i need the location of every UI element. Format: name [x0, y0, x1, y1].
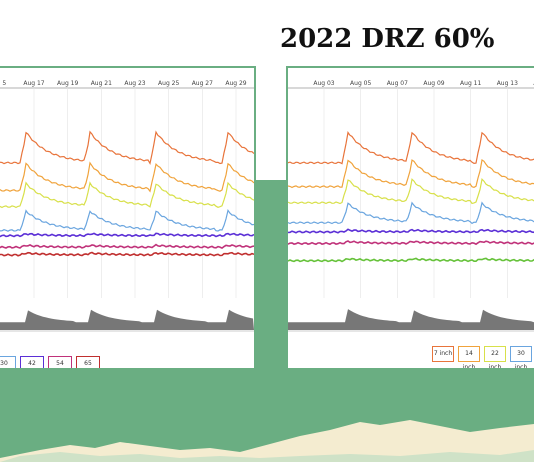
- precip-area: [0, 309, 254, 330]
- series-line-22-inch: [0, 181, 254, 209]
- title: 2022 DRZ 60%: [280, 24, 495, 54]
- legend-item-42-inch[interactable]: 42 inch: [20, 356, 44, 368]
- series-line-65-inch: [0, 251, 254, 257]
- chart-left-svg: Aug 17 Aug 19 Aug 21 Aug 23 Aug 25 Aug 27 Aug …: [0, 80, 254, 332]
- x-tick-label: Aug 09: [423, 80, 444, 87]
- x-tick-label: Aug 17: [23, 80, 44, 87]
- series-line-green: [288, 257, 534, 263]
- series-line-42-inch: [288, 228, 534, 234]
- x-tick-label: Aug 13: [497, 80, 518, 87]
- legend-item-65-inch[interactable]: 65 inch: [76, 356, 100, 368]
- x-tick-label: Aug 29: [225, 80, 246, 87]
- series-line-14-inch: [288, 159, 534, 189]
- x-tick-label: Aug 07: [387, 80, 408, 87]
- mountain-silhouette: [0, 420, 534, 462]
- x-tick-label: Aug 05: [350, 80, 371, 87]
- series-line-14-inch: [0, 161, 254, 193]
- legend-item-30-inch[interactable]: 30 inch: [510, 346, 532, 368]
- green-background-strip: [252, 180, 288, 370]
- series-line-54-inch: [288, 240, 534, 246]
- x-tick-label: Aug 27: [192, 80, 213, 87]
- series-line-22-inch: [288, 177, 534, 205]
- series-line-54-inch: [0, 243, 254, 250]
- x-tick-label: Aug 03: [313, 80, 334, 87]
- x-tick-label: Aug 19: [57, 80, 78, 87]
- legend-item-7-inch[interactable]: 7 inch: [432, 346, 454, 362]
- x-tick-label-partial: 5: [2, 80, 6, 87]
- series-line-30-inch: [0, 208, 254, 232]
- series-line-30-inch: [288, 201, 534, 225]
- series-line-7-inch: [288, 130, 534, 165]
- precip-area: [288, 309, 534, 330]
- legend-item-22-inch[interactable]: 22 inch: [484, 346, 506, 368]
- legend-item-30-inch[interactable]: 30 inch: [0, 356, 16, 368]
- x-tick-label: Aug 21: [91, 80, 112, 87]
- chart-panel-left: Aug 17 Aug 19 Aug 21 Aug 23 Aug 25 Aug 27 Aug …: [0, 66, 256, 370]
- series-line-7-inch: [0, 130, 254, 166]
- x-tick-label: Aug 23: [124, 80, 145, 87]
- x-tick-label: Aug 25: [158, 80, 179, 87]
- legend-item-14-inch[interactable]: 14 inch: [458, 346, 480, 368]
- series-line-42-inch: [0, 232, 254, 238]
- legend-item-54-inch[interactable]: 54 inch: [48, 356, 72, 368]
- x-tick-label: Aug 11: [460, 80, 481, 87]
